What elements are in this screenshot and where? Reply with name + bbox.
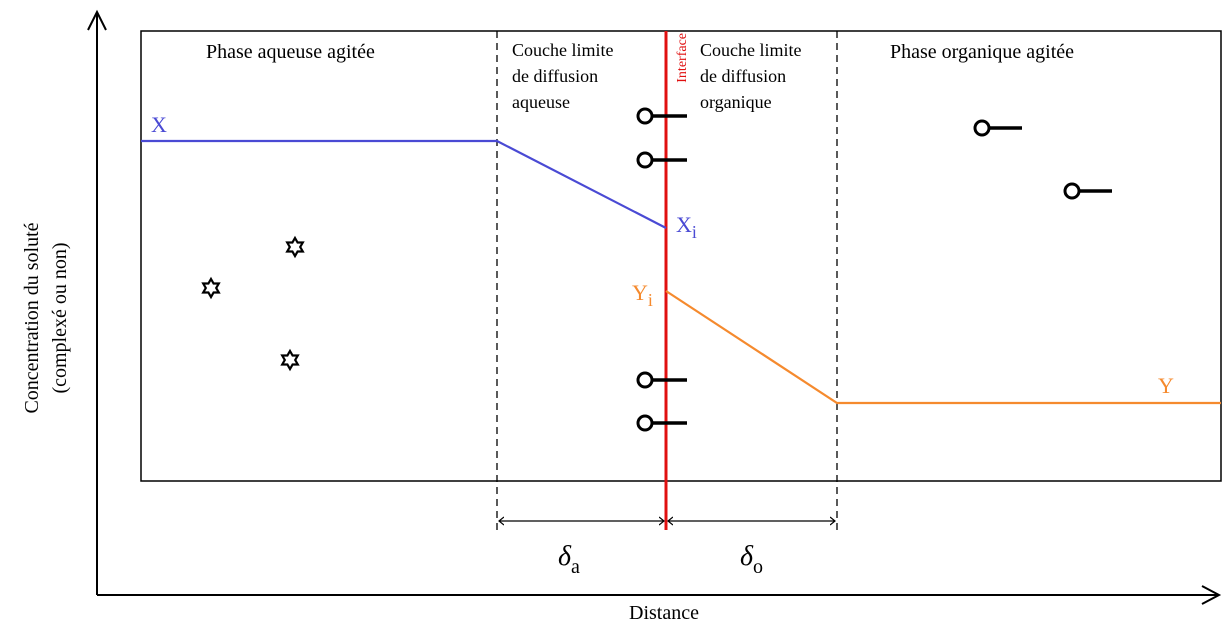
solute-star-icon (285, 235, 305, 259)
y-axis-label-line2: (complexé ou non) (49, 242, 71, 393)
solute-star-icon (201, 276, 221, 300)
extractant-molecule-icon (636, 371, 687, 389)
aqueous-layer-label-2: de diffusion (512, 66, 598, 86)
organic-thickness-label: δo (740, 541, 763, 578)
aqueous-phase-label: Phase aqueuse agitée (206, 41, 375, 63)
solute-star-icon (280, 348, 300, 372)
extractant-molecule-icon (636, 151, 687, 169)
aqueous-bulk-label: X (151, 112, 167, 137)
y-axis (87, 9, 107, 595)
extractant-molecule-icon (636, 414, 687, 432)
organic-layer-label-1: Couche limite (700, 40, 801, 60)
organic-layer-label-2: de diffusion (700, 66, 786, 86)
y-axis-label-line1: Concentration du soluté (21, 222, 43, 413)
aqueous-concentration-profile (141, 139, 667, 229)
interface-label: Interface (675, 33, 690, 83)
extractant-molecule-icon (1063, 182, 1112, 200)
organic-phase-label: Phase organique agitée (890, 41, 1074, 63)
organic-concentration-profile (665, 290, 1221, 405)
organic-bulk-label: Y (1158, 373, 1174, 398)
aqueous-thickness-label: δa (558, 541, 580, 578)
x-axis-label: Distance (629, 602, 699, 624)
extractant-molecule-icon (636, 107, 687, 125)
aqueous-layer-label-1: Couche limite (512, 40, 613, 60)
organic-layer-label-3: organique (700, 92, 772, 112)
organic-interface-label: Yi (632, 280, 653, 310)
extractant-molecule-icon (973, 119, 1022, 137)
x-axis (97, 585, 1222, 605)
aqueous-interface-label: Xi (676, 212, 697, 242)
aqueous-layer-label-3: aqueuse (512, 92, 570, 112)
system-frame (140, 30, 1222, 482)
